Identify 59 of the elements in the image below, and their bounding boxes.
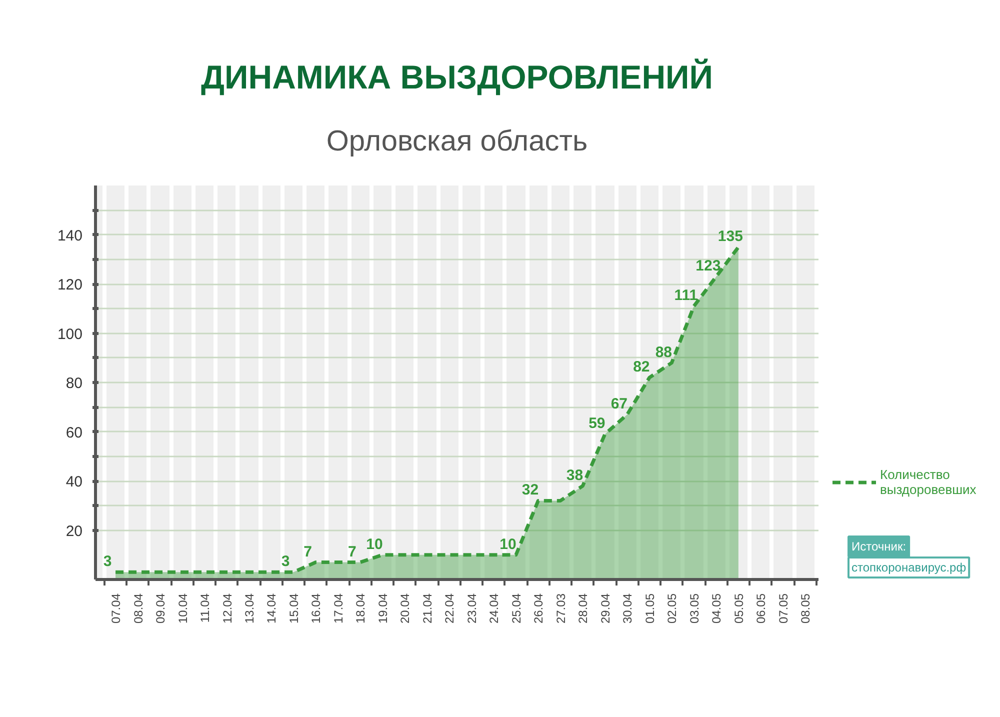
y-tick-label: 80 <box>66 375 83 392</box>
y-tick-label: 20 <box>66 522 83 540</box>
legend-label: Количество выздоровевших <box>880 467 976 497</box>
data-label: 32 <box>522 482 539 499</box>
x-tick-label: 07.05 <box>776 593 790 624</box>
x-tick-label: 17.04 <box>331 593 346 624</box>
chart-title: ДИНАМИКА ВЫЗДОРОВЛЕНИЙ <box>201 58 713 96</box>
x-tick-label: 04.05 <box>710 593 724 624</box>
x-tick-label: 21.04 <box>420 593 434 624</box>
data-label: 88 <box>655 344 672 361</box>
x-tick-label: 09.04 <box>154 593 168 624</box>
x-tick-label: 03.05 <box>687 593 702 624</box>
y-tick-label: 120 <box>57 276 83 294</box>
x-tick-label: 29.04 <box>598 593 612 624</box>
x-tick-label: 20.04 <box>398 593 412 624</box>
x-tick-label: 08.05 <box>798 593 813 624</box>
x-tick-label: 24.04 <box>487 593 502 624</box>
x-tick-label: 02.05 <box>665 593 680 624</box>
data-label: 82 <box>633 358 650 376</box>
data-label: 10 <box>366 536 383 553</box>
x-tick-label: 10.04 <box>176 593 190 624</box>
data-label: 7 <box>304 543 312 560</box>
text: стопкоронавирус.рф <box>852 560 966 574</box>
x-tick-label: 18.04 <box>354 593 368 624</box>
x-tick-label: 30.04 <box>620 593 635 624</box>
x-tick-label: 22.04 <box>442 593 457 624</box>
data-label: 38 <box>566 466 584 484</box>
x-tick-label: 16.04 <box>309 593 324 624</box>
data-label: 59 <box>588 415 606 432</box>
y-tick-label: 60 <box>66 424 83 442</box>
x-tick-label: 08.04 <box>131 593 146 624</box>
chart-subtitle: Орловская область <box>326 126 588 158</box>
data-label: 111 <box>674 287 698 304</box>
data-label: 7 <box>348 543 356 560</box>
x-tick-label: 28.04 <box>576 593 590 624</box>
x-tick-label: 19.04 <box>376 593 390 624</box>
y-tick-label: 100 <box>57 326 83 343</box>
x-tick-label: 07.04 <box>109 593 124 624</box>
x-tick-label: 06.05 <box>754 593 768 624</box>
x-tick-label: 25.04 <box>509 593 524 624</box>
data-label: 135 <box>718 228 743 246</box>
data-label: 123 <box>696 258 721 275</box>
x-tick-label: 01.05 <box>642 593 657 624</box>
y-tick-label: 140 <box>57 227 83 244</box>
data-label: 67 <box>610 396 628 413</box>
x-tick-label: 15.04 <box>286 593 301 624</box>
data-label: 3 <box>103 553 112 570</box>
x-tick-label: 23.04 <box>464 593 479 624</box>
x-tick-label: 11.04 <box>198 593 212 623</box>
x-tick-label: 14.04 <box>264 593 279 624</box>
x-tick-label: 13.04 <box>242 593 256 624</box>
x-tick-label: 12.04 <box>220 593 234 624</box>
x-tick-label: 05.05 <box>732 593 746 624</box>
data-label: 3 <box>281 553 290 570</box>
data-label: 10 <box>500 536 516 553</box>
text: Источник: <box>852 540 906 554</box>
y-tick-label: 40 <box>66 474 83 490</box>
x-tick-label: 27.03 <box>554 593 568 624</box>
x-tick-label: 26.04 <box>532 593 546 624</box>
